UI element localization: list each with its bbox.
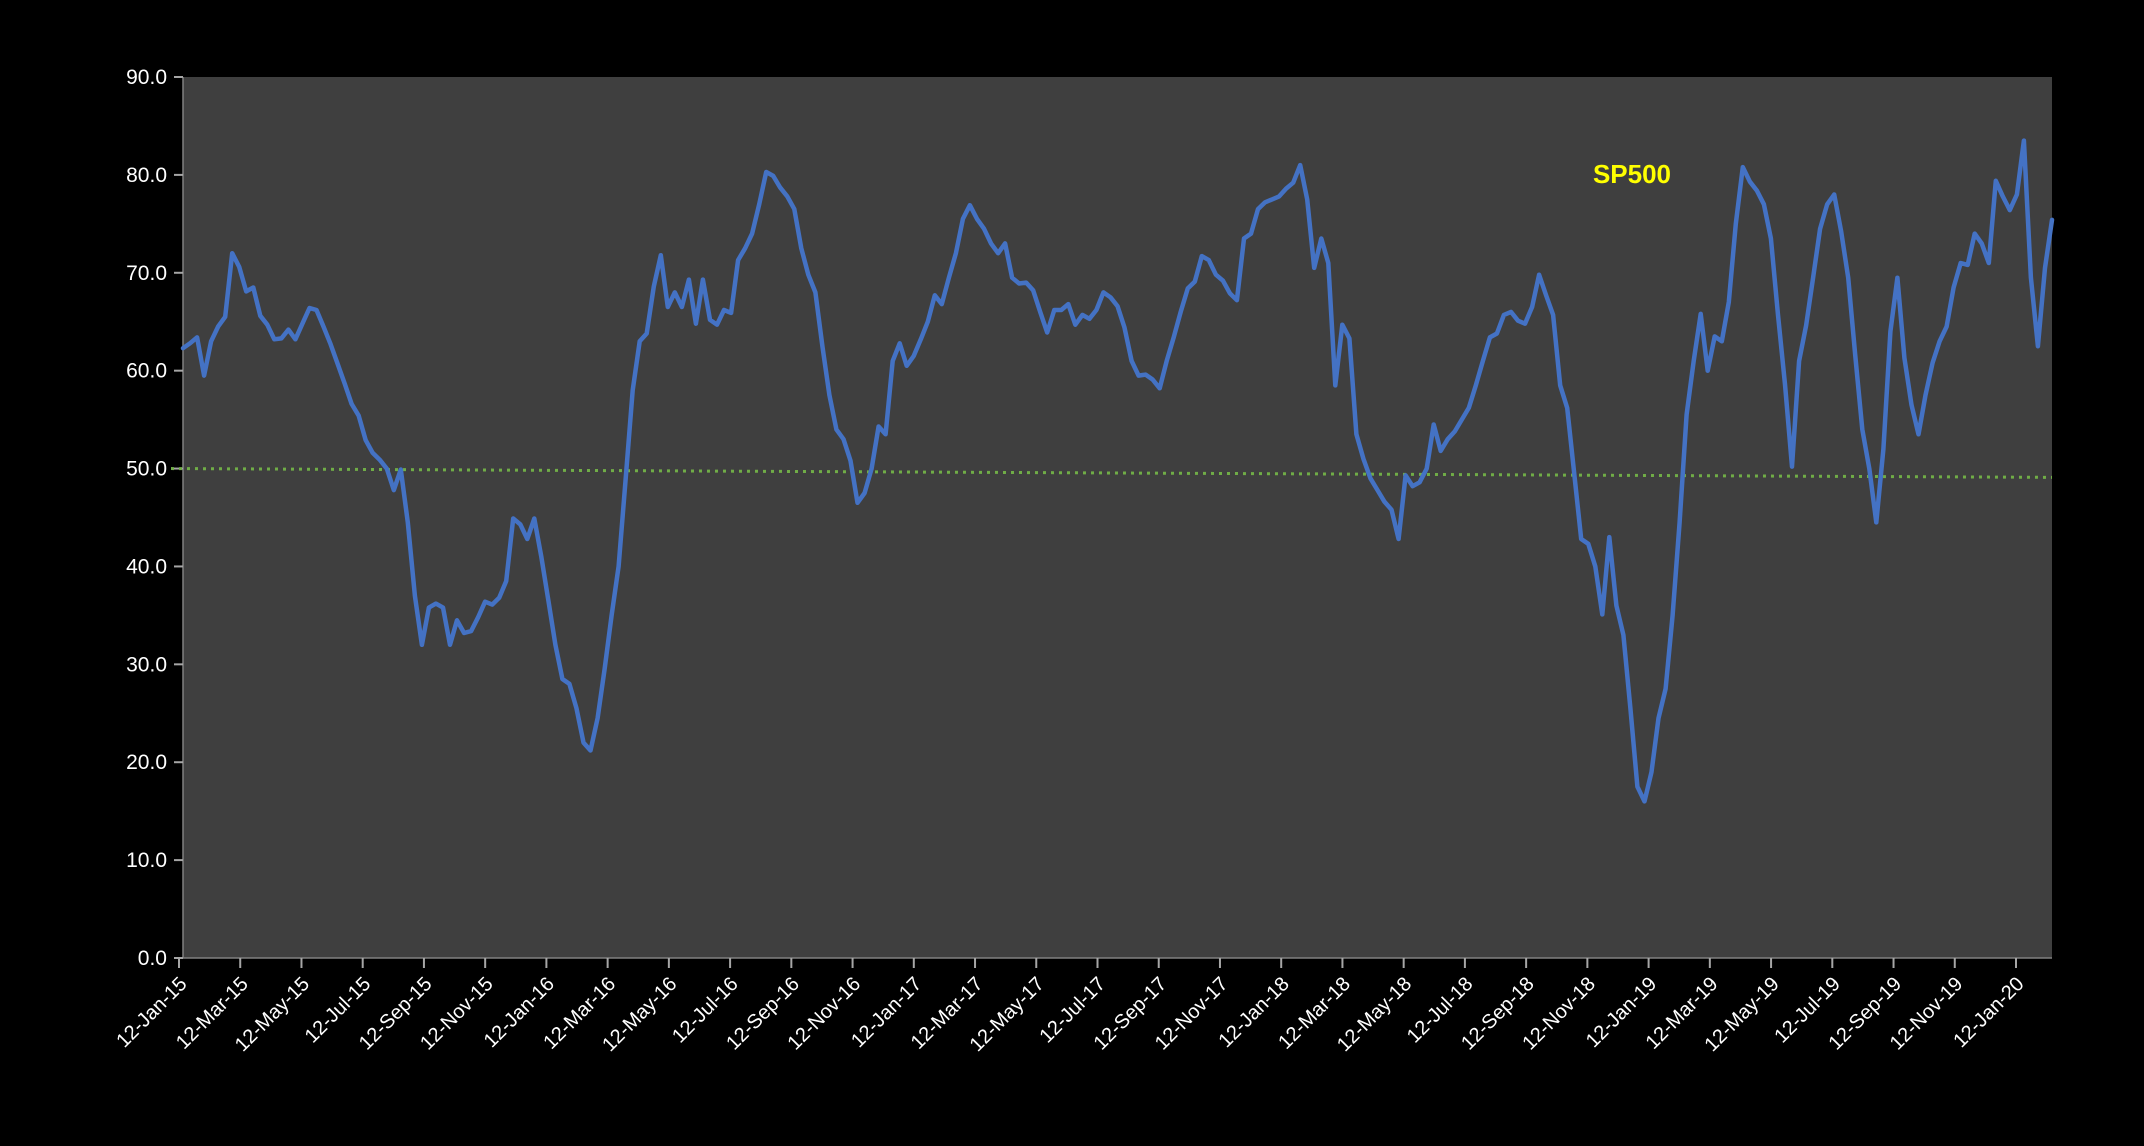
y-axis-label: 20.0 [126,751,167,774]
y-axis-label: 60.0 [126,360,167,383]
series-label: SP500 [1593,159,1671,189]
y-axis-label: 90.0 [126,66,167,89]
plot-area [183,77,2052,958]
y-axis: 0.0 10.0 20.0 30.0 40.0 50.0 60.0 70.0 80.0 90.0 [126,66,183,970]
y-axis-label: 70.0 [126,262,167,285]
series-line-sp500 [180,138,2055,804]
y-axis-label: 10.0 [126,849,167,872]
reference-line-50 [170,467,2053,479]
y-axis-label: 0.0 [138,947,167,970]
y-axis-label: 50.0 [126,458,167,481]
y-axis-label: 80.0 [126,164,167,187]
y-axis-label: 40.0 [126,555,167,578]
y-axis-label: 30.0 [126,653,167,676]
